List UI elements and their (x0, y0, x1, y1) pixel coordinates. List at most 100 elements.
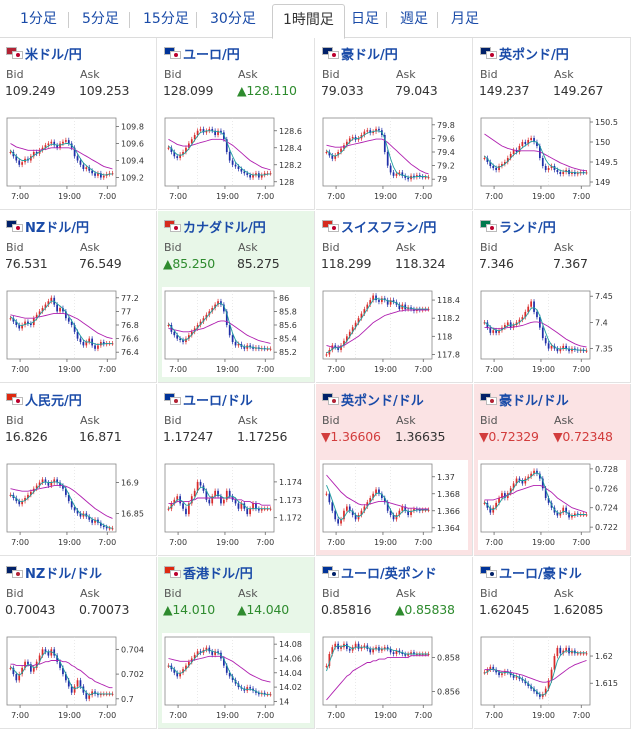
card-title[interactable]: ランド/円 (480, 217, 556, 236)
candle-body (50, 649, 53, 656)
rate-card[interactable]: NZドル/ドル Bid Ask 0.70043 0.70073 0.704 0.702 0.7… (0, 557, 157, 729)
rate-card[interactable]: ユーロ/ドル Bid Ask 1.17247 1.17256 1.174 1.173 1.17… (158, 384, 315, 556)
tab-5[interactable]: 日足 (351, 11, 379, 27)
price-chart[interactable]: 109.8 109.6 109.4 109.2 7:00 19:00 7:00 (4, 114, 152, 204)
tab-6[interactable]: 週足 (400, 11, 428, 27)
tab-7[interactable]: 月足 (451, 11, 479, 27)
pair-name[interactable]: ユーロ/豪ドル (499, 566, 582, 582)
candle-body (240, 503, 243, 509)
y-tick-label: 0.722 (595, 523, 618, 532)
card-title[interactable]: ユーロ/英ポンド (322, 563, 437, 582)
rate-card[interactable]: 香港ドル/円 Bid Ask ▲14.010 ▲14.040 14.08 14.06 14.0… (158, 557, 315, 729)
bid-label: Bid (322, 68, 340, 81)
candle-body (53, 649, 56, 656)
pair-name[interactable]: ユーロ/英ポンド (341, 566, 437, 582)
price-chart[interactable]: 77.2 77 76.8 76.6 76.4 7:00 19:00 7:00 (4, 287, 152, 377)
candle-body (176, 496, 179, 500)
rate-card[interactable]: ユーロ/豪ドル Bid Ask 1.62045 1.62085 1.62 1.615 7:00… (474, 557, 631, 729)
price-chart[interactable]: 0.728 0.726 0.724 0.722 7:00 19:00 7:00 (478, 460, 626, 550)
tab-0[interactable]: 1分足 (20, 11, 57, 27)
rate-card[interactable]: ランド/円 Bid Ask 7.346 7.367 7.45 7.4 7.35 7:00 19:0… (474, 211, 631, 383)
y-tick-label: 1.62 (595, 652, 613, 661)
card-title[interactable]: ユーロ/円 (164, 44, 240, 63)
candle-body (208, 311, 211, 315)
pair-name[interactable]: スイスフラン/円 (341, 220, 437, 236)
candle-body (512, 483, 515, 489)
tab-1[interactable]: 5分足 (82, 11, 119, 27)
pair-name[interactable]: ランド/円 (499, 220, 556, 236)
pair-name[interactable]: 豪ドル/ドル (499, 393, 569, 409)
x-tick-label: 7:00 (11, 538, 29, 547)
ma-long-line (168, 655, 271, 683)
tab-3[interactable]: 30分足 (210, 11, 256, 27)
card-title[interactable]: 英ポンド/円 (480, 44, 569, 63)
price-chart[interactable]: 1.62 1.615 7:00 19:00 7:00 (478, 633, 626, 723)
pair-name[interactable]: 英ポンド/円 (499, 47, 569, 63)
pair-name[interactable]: 英ポンド/ドル (341, 393, 424, 409)
candle-body (331, 502, 334, 511)
candle-body (530, 473, 532, 477)
card-title[interactable]: 人民元/円 (6, 390, 82, 409)
price-chart[interactable]: 79.8 79.6 79.4 79.2 79 7:00 19:00 7:00 (320, 114, 468, 204)
pair-name[interactable]: NZドル/ドル (25, 566, 103, 582)
price-chart[interactable]: 16.9 16.85 7:00 19:00 7:00 (4, 460, 152, 550)
rate-card[interactable]: 英ポンド/ドル Bid Ask ▼1.36606 1.36635 1.37 1.368 1.3… (316, 384, 473, 556)
card-title[interactable]: カナダドル/円 (164, 217, 266, 236)
ask-value: 0.70073 (79, 602, 130, 617)
card-title[interactable]: 英ポンド/ドル (322, 390, 424, 409)
price-chart[interactable]: 118.4 118.2 118 117.8 7:00 19:00 7:00 (320, 287, 468, 377)
rate-card[interactable]: 米ドル/円 Bid Ask 109.249 109.253 109.8 109.6 109.4… (0, 38, 157, 210)
rate-card[interactable]: 人民元/円 Bid Ask 16.826 16.871 16.9 16.85 7:00 19:0… (0, 384, 157, 556)
candle-body (421, 509, 424, 511)
price-chart[interactable]: 1.37 1.368 1.366 1.364 7:00 19:00 7:00 (320, 460, 468, 550)
card-title[interactable]: 香港ドル/円 (164, 563, 253, 582)
card-title[interactable]: NZドル/ドル (6, 563, 103, 582)
tab-2[interactable]: 15分足 (143, 11, 189, 27)
card-title[interactable]: ユーロ/豪ドル (480, 563, 582, 582)
candle-body (498, 330, 500, 333)
price-chart[interactable]: 86 85.8 85.6 85.4 85.2 7:00 19:00 7:00 (162, 287, 310, 377)
ma-short-line (326, 485, 429, 521)
price-chart[interactable]: 150.5 150 149.5 149 7:00 19:00 7:00 (478, 114, 626, 204)
tab-4[interactable]: 1時間足 (272, 4, 345, 39)
rate-card[interactable]: カナダドル/円 Bid Ask ▲85.250 85.275 86 85.8 85.6 85.4… (158, 211, 315, 383)
pair-name[interactable]: 豪ドル/円 (341, 47, 398, 63)
price-chart[interactable]: 7.45 7.4 7.35 7:00 19:00 7:00 (478, 287, 626, 377)
pair-name[interactable]: カナダドル/円 (183, 220, 266, 236)
rate-card[interactable]: NZドル/円 Bid Ask 76.531 76.549 77.2 77 76.8 76.6 76… (0, 211, 157, 383)
pair-name[interactable]: 人民元/円 (25, 393, 82, 409)
candle-body (196, 651, 199, 655)
rate-card[interactable]: ユーロ/英ポンド Bid Ask 0.85816 ▲0.85838 0.858 0.856 7… (316, 557, 473, 729)
candle-body (269, 348, 272, 350)
rate-card[interactable]: 豪ドル/ドル Bid Ask ▼0.72329 ▼0.72348 0.728 0.726 0.… (474, 384, 631, 556)
pair-name[interactable]: 米ドル/円 (25, 47, 82, 63)
currency-flag-icon (6, 220, 23, 232)
pair-name[interactable]: ユーロ/円 (183, 47, 240, 63)
card-title[interactable]: スイスフラン/円 (322, 217, 437, 236)
candle-body (427, 309, 430, 311)
candle-body (56, 479, 58, 483)
rate-card[interactable]: 豪ドル/円 Bid Ask 79.033 79.043 79.8 79.6 79.4 79.2 7… (316, 38, 473, 210)
card-title[interactable]: ユーロ/ドル (164, 390, 253, 409)
card-title[interactable]: 豪ドル/円 (322, 44, 398, 63)
rate-card[interactable]: ユーロ/円 Bid Ask 128.099 ▲128.110 128.6 128.4 128.… (158, 38, 315, 210)
candle-body (205, 647, 208, 650)
rate-card[interactable]: 英ポンド/円 Bid Ask 149.237 149.267 150.5 150 149.5 1… (474, 38, 631, 210)
price-chart[interactable]: 128.6 128.4 128.2 128 7:00 19:00 7:00 (162, 114, 310, 204)
card-title[interactable]: 豪ドル/ドル (480, 390, 569, 409)
candle-body (62, 141, 64, 144)
pair-name[interactable]: NZドル/円 (25, 220, 90, 236)
pair-name[interactable]: 香港ドル/円 (183, 566, 253, 582)
price-chart[interactable]: 14.08 14.06 14.04 14.02 14 7:00 19:00 7:00 (162, 633, 310, 723)
card-title[interactable]: 米ドル/円 (6, 44, 82, 63)
candle-body (378, 489, 380, 494)
candle-body (553, 656, 556, 670)
price-chart[interactable]: 0.858 0.856 7:00 19:00 7:00 (320, 633, 468, 723)
card-title[interactable]: NZドル/円 (6, 217, 90, 236)
rate-card[interactable]: スイスフラン/円 Bid Ask 118.299 118.324 118.4 118.2 11… (316, 211, 473, 383)
ask-label: Ask (238, 241, 258, 254)
price-chart[interactable]: 1.174 1.173 1.172 7:00 19:00 7:00 (162, 460, 310, 550)
x-tick-label: 7:00 (572, 538, 590, 547)
pair-name[interactable]: ユーロ/ドル (183, 393, 253, 409)
price-chart[interactable]: 0.704 0.702 0.7 7:00 19:00 7:00 (4, 633, 152, 723)
